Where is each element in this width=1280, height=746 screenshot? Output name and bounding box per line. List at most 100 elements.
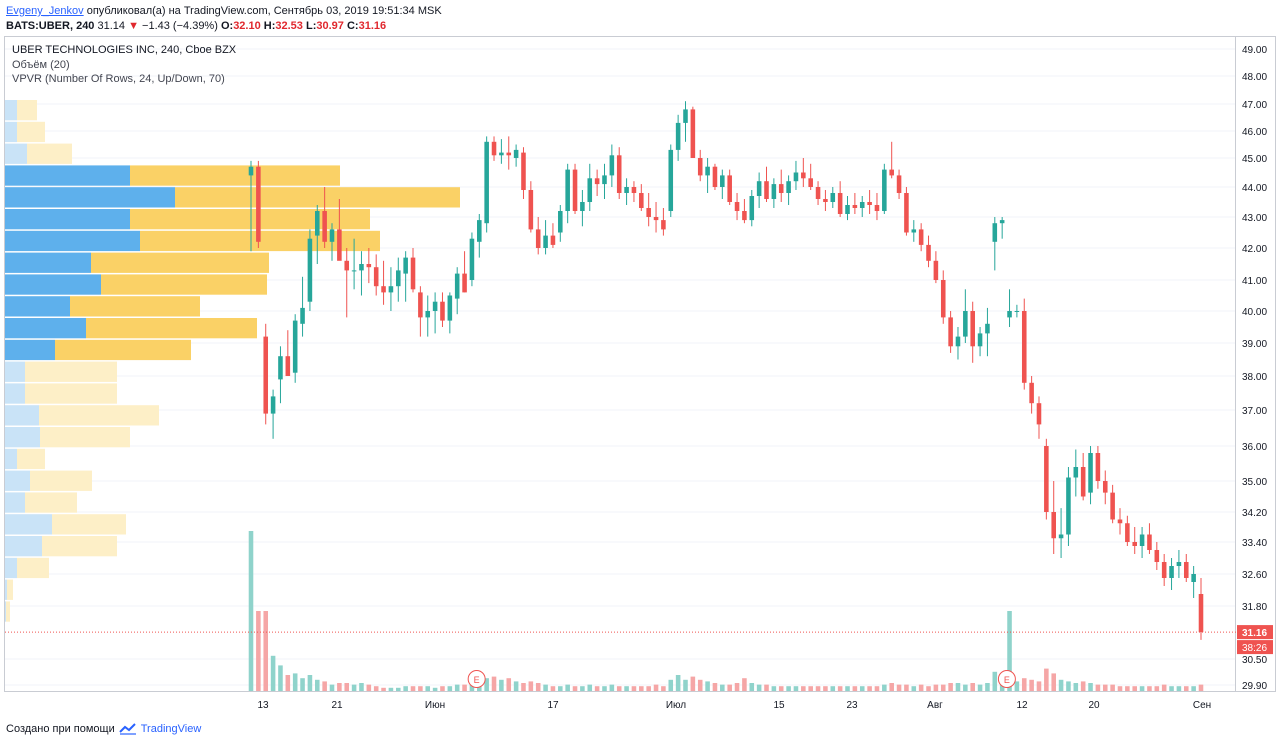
volume-bar (1036, 681, 1042, 691)
earnings-marker-icon (997, 670, 1016, 688)
volume-bar (314, 679, 320, 691)
candle-body (1125, 523, 1130, 542)
price-tick-label: 36.00 (1242, 442, 1267, 453)
countdown-tag (1237, 640, 1273, 655)
candle-body (396, 270, 401, 287)
low-label: L: (305, 20, 317, 32)
volume-bar (1088, 683, 1093, 691)
vpvr-up-bar (5, 361, 25, 382)
candle-body (440, 301, 445, 321)
volume-bar (440, 686, 445, 691)
price-tick-label: 42.00 (1242, 244, 1267, 255)
candle-body (778, 184, 784, 193)
volume-bar (587, 684, 593, 691)
volume-bar (1051, 673, 1056, 691)
candle-body (882, 169, 887, 211)
volume-bar (661, 686, 666, 691)
last-price-label: 31.16 (1242, 628, 1267, 639)
candle-body (565, 169, 570, 211)
volume-bar (786, 686, 791, 691)
candle-body (1110, 492, 1115, 520)
volume-bar (418, 686, 423, 691)
candle-body (705, 166, 710, 176)
candle-body (609, 155, 615, 176)
candle-body (867, 202, 872, 205)
vpvr-down-bar (17, 557, 49, 579)
footer-brand[interactable]: TradingView (140, 723, 202, 735)
candle-body (852, 205, 858, 208)
candle-body (1066, 477, 1071, 535)
volume-bar (528, 681, 534, 691)
volume-bar (543, 684, 548, 691)
candle-body (418, 292, 423, 318)
volume-bar (977, 684, 983, 691)
volume-bar (778, 686, 784, 691)
chart-pane[interactable] (4, 36, 1236, 692)
volume-bar (1066, 681, 1071, 691)
vpvr-down-bar (130, 165, 340, 186)
volume-bar (653, 684, 659, 691)
vpvr-up-bar (5, 448, 17, 470)
candle-body (373, 267, 379, 287)
down-arrow-icon: ▼ (128, 20, 139, 32)
candle-body (1007, 311, 1012, 318)
volume-bar (904, 684, 909, 691)
candle-body (322, 211, 327, 242)
candle-body (499, 152, 504, 156)
candle-body (977, 333, 983, 347)
volume-bar (1132, 686, 1138, 691)
candle-body (587, 178, 593, 202)
candle-body (639, 193, 644, 208)
volume-bar (609, 684, 615, 691)
price-tick-label: 40.00 (1242, 307, 1267, 318)
candle-body (381, 286, 386, 293)
vpvr-down-bar (25, 361, 117, 382)
volume-bar (396, 687, 401, 691)
candle-body (1014, 311, 1020, 312)
volume-bar (1080, 681, 1086, 691)
candle-body (727, 175, 732, 202)
price-tick-label: 44.00 (1242, 183, 1267, 194)
candle-body (285, 356, 291, 376)
volume-bar (985, 683, 990, 691)
vpvr-up-bar (5, 274, 101, 295)
volume-bar (624, 686, 629, 691)
volume-bar (447, 686, 453, 691)
candle-body (1080, 467, 1086, 497)
volume-bar (668, 679, 674, 691)
volume-bar (1007, 611, 1012, 691)
candle-body (823, 199, 828, 202)
published-text: опубликовал(а) на TradingView.com, Сентя… (86, 5, 442, 17)
legend-vpvr: VPVR (Number Of Rows, 24, Up/Down, 70) (12, 73, 225, 85)
candle-body (454, 273, 460, 299)
vpvr-up-bar (5, 492, 25, 513)
vpvr-down-bar (86, 318, 257, 339)
candle-body (270, 396, 276, 414)
volume-bar (484, 678, 489, 691)
volume-bar (926, 686, 931, 691)
open-label: O: (220, 20, 234, 32)
price-tick-label: 41.00 (1242, 276, 1267, 287)
price-tick-label: 31.80 (1242, 602, 1267, 613)
price-axis[interactable] (1236, 36, 1276, 692)
author-link[interactable]: Evgeny_Jenkov (6, 5, 84, 17)
candle-body (1198, 594, 1204, 633)
vpvr-up-bar (5, 296, 70, 317)
candle-body (513, 149, 519, 158)
volume-bar (337, 683, 342, 691)
time-tick-label: 21 (331, 700, 343, 711)
last-price: 31.14 (97, 20, 126, 32)
countdown-label: 38:26 (1242, 643, 1267, 654)
candle-body (543, 235, 548, 248)
candle-body (1161, 562, 1167, 578)
candle-body (292, 320, 298, 373)
volume-bar (742, 678, 747, 691)
vpvr-up-bar (5, 230, 140, 252)
candle-body (675, 122, 681, 150)
volume-bar (1183, 686, 1189, 691)
legend-symbol-title: UBER TECHNOLOGIES INC, 240, Cboe BZX (12, 44, 237, 56)
price-tick-label: 48.00 (1242, 72, 1267, 83)
high-value: 32.53 (275, 20, 303, 32)
close-label: C: (346, 20, 359, 32)
